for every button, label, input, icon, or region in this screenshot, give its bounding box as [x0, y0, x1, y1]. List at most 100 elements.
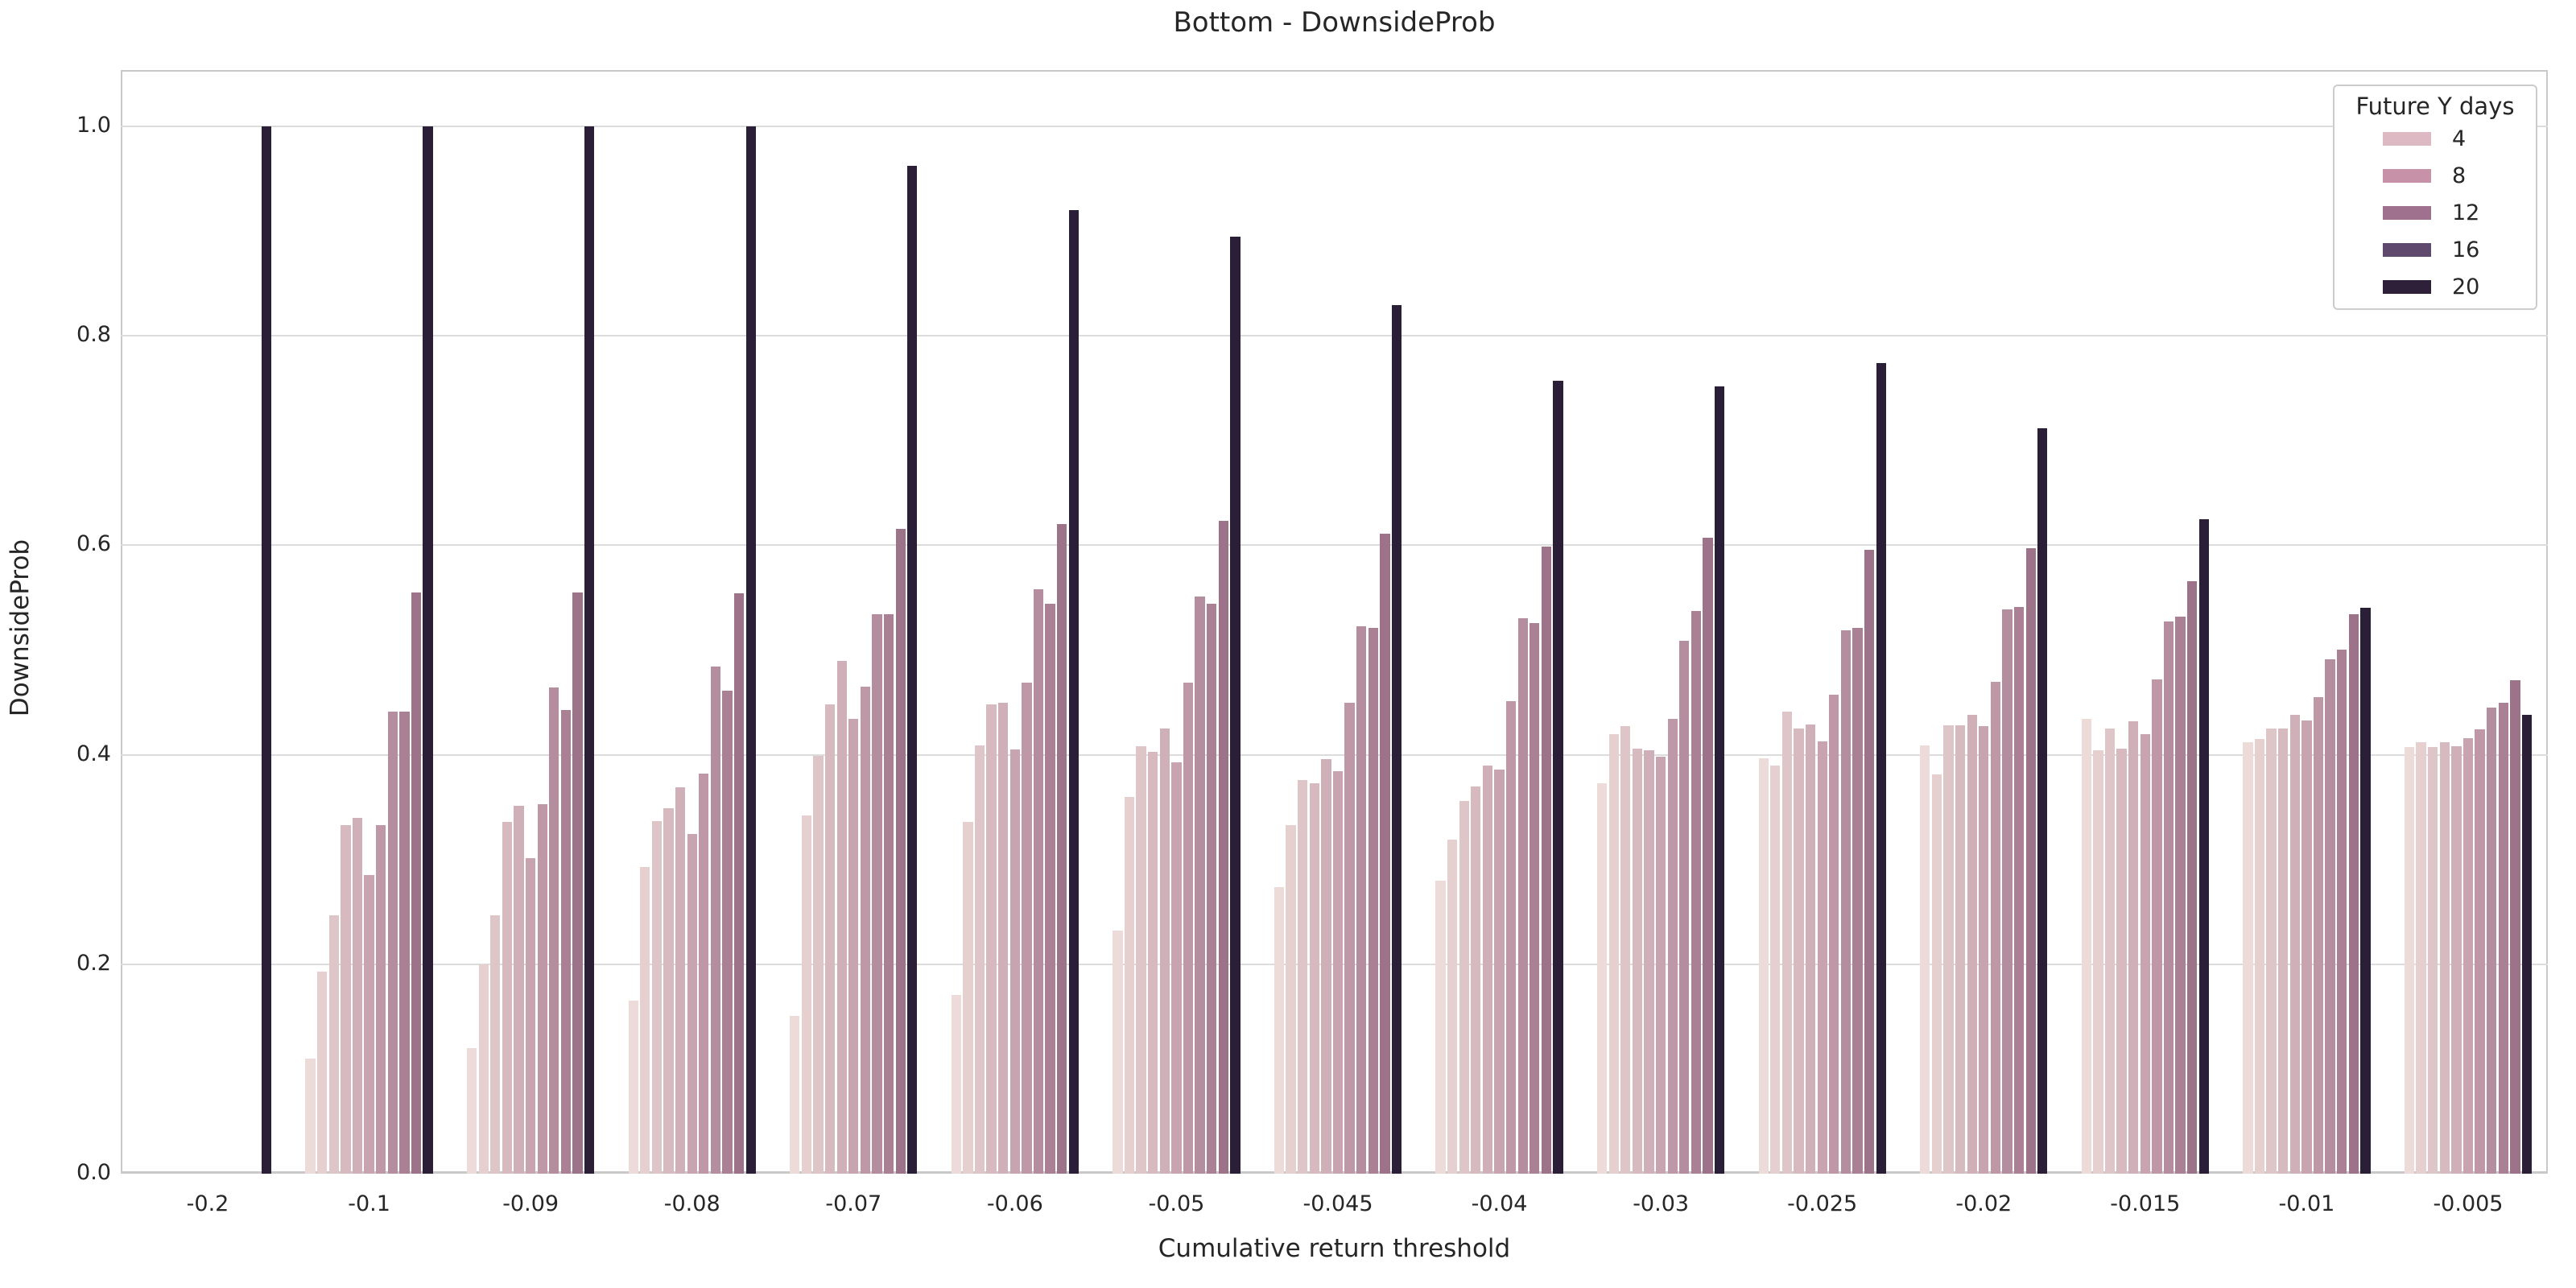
- y-tick-label: 1.0: [76, 113, 111, 138]
- bar: [663, 808, 674, 1174]
- bar: [1608, 734, 1619, 1174]
- bar: [572, 592, 583, 1174]
- bar: [640, 867, 650, 1174]
- y-tick-label: 0.4: [76, 741, 111, 766]
- left-spine: [121, 70, 122, 1174]
- bar: [710, 667, 721, 1174]
- bar: [745, 126, 756, 1174]
- bar: [1596, 783, 1608, 1174]
- bar: [974, 745, 985, 1174]
- bar: [2175, 617, 2186, 1174]
- legend: Future Y days 4 8 12 16 20: [2333, 85, 2537, 310]
- bar: [1482, 766, 1493, 1174]
- bar: [2198, 519, 2209, 1174]
- bar: [1183, 683, 1194, 1174]
- bar: [2025, 548, 2036, 1174]
- bar: [1171, 762, 1182, 1174]
- chart-title: Bottom - DownsideProb: [1173, 6, 1496, 39]
- x-tick-label: -0.005: [2433, 1191, 2504, 1216]
- bar: [2187, 581, 2198, 1174]
- bar: [1758, 758, 1769, 1174]
- bar: [1148, 752, 1158, 1174]
- bar: [261, 126, 272, 1174]
- bar-group: [1112, 70, 1241, 1174]
- bar: [1667, 719, 1678, 1174]
- bar: [1943, 725, 1954, 1174]
- bar: [1321, 759, 1331, 1174]
- y-tick-label: 0.0: [76, 1160, 111, 1185]
- bar: [1679, 641, 1690, 1174]
- bar: [1920, 745, 1930, 1174]
- bar: [1195, 597, 1205, 1174]
- bar: [1136, 746, 1146, 1174]
- bar: [1057, 524, 1067, 1174]
- bar: [1541, 547, 1552, 1174]
- bar: [2037, 428, 2048, 1174]
- bar: [1494, 770, 1505, 1174]
- bar: [584, 126, 595, 1174]
- bar: [2152, 679, 2162, 1174]
- bar: [2416, 742, 2426, 1174]
- y-axis-title: DownsideProb: [6, 539, 35, 717]
- bar: [883, 614, 894, 1174]
- bar: [1517, 618, 1528, 1174]
- bar: [1230, 237, 1241, 1174]
- bar: [537, 804, 547, 1174]
- bar: [628, 1001, 638, 1174]
- bar: [848, 719, 859, 1174]
- bar: [836, 661, 847, 1174]
- x-tick-label: -0.01: [2278, 1191, 2335, 1216]
- bar: [1829, 695, 1839, 1174]
- bar: [2325, 659, 2335, 1174]
- bar: [1852, 628, 1863, 1174]
- plot-area: [121, 70, 2548, 1174]
- bar: [1435, 881, 1446, 1174]
- bar-group: [1757, 70, 1887, 1174]
- bar: [1207, 604, 1217, 1174]
- bar: [2487, 708, 2497, 1174]
- bar: [514, 806, 524, 1174]
- bar-group: [951, 70, 1080, 1174]
- bar: [1714, 386, 1725, 1174]
- legend-item: 16: [2334, 231, 2536, 268]
- bar: [2289, 715, 2300, 1174]
- bar: [376, 825, 386, 1174]
- bar: [490, 915, 501, 1174]
- bar-group: [2404, 70, 2533, 1174]
- bar: [872, 614, 882, 1174]
- bar: [1159, 729, 1170, 1174]
- bar: [1298, 780, 1308, 1174]
- bar: [1781, 712, 1793, 1174]
- bar: [2313, 697, 2324, 1174]
- bar: [466, 1048, 477, 1174]
- x-tick-label: -0.025: [1787, 1191, 1858, 1216]
- bar-group: [143, 70, 273, 1174]
- gridline: [121, 126, 2548, 127]
- bar: [560, 710, 572, 1174]
- bar: [1864, 550, 1875, 1174]
- bar: [2104, 729, 2116, 1174]
- bar: [1344, 703, 1355, 1174]
- x-axis-title: Cumulative return threshold: [1158, 1234, 1511, 1263]
- right-spine: [2546, 70, 2548, 1174]
- bar: [1644, 750, 1654, 1174]
- bar: [1840, 630, 1852, 1174]
- legend-swatch: [2383, 205, 2431, 220]
- bar: [1794, 729, 1804, 1174]
- bar: [387, 712, 398, 1174]
- bar: [2254, 739, 2265, 1174]
- bar: [1703, 538, 1713, 1174]
- legend-item: 20: [2334, 268, 2536, 305]
- top-spine: [121, 70, 2548, 72]
- bar: [364, 875, 374, 1174]
- bar: [1817, 741, 1827, 1174]
- bar-group: [304, 70, 434, 1174]
- bar: [699, 774, 709, 1174]
- bar: [399, 712, 410, 1174]
- bar: [1990, 682, 2001, 1174]
- bar: [1274, 887, 1285, 1174]
- x-tick-label: -0.02: [1955, 1191, 2013, 1216]
- bar: [2462, 738, 2474, 1174]
- bar: [1967, 715, 1977, 1174]
- bar: [2163, 621, 2174, 1174]
